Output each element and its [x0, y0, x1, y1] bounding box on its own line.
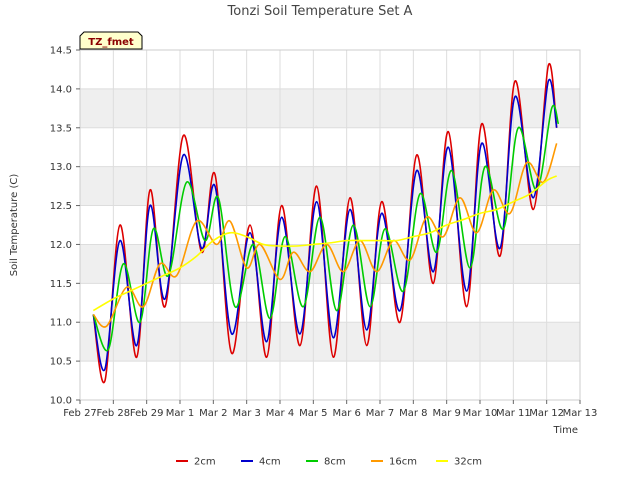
x-axis-ticks: Feb 27 Feb 28 Feb 29 Mar 1 Mar 2 Mar 3 Mar 4 Ma…	[63, 400, 597, 419]
x-tick-label: Mar 9	[432, 408, 460, 419]
legend-label-8cm: 8cm	[324, 457, 346, 468]
y-tick-label: 14.5	[50, 46, 72, 57]
chart-title: Tonzi Soil Temperature Set A	[227, 4, 413, 19]
x-tick-label: Mar 4	[266, 408, 294, 419]
series-line-16cm	[92, 143, 558, 328]
y-tick-label: 12.0	[50, 240, 72, 251]
legend-label-16cm: 16cm	[389, 457, 417, 468]
x-tick-label: Feb 27	[63, 408, 97, 419]
series-lines	[92, 62, 560, 384]
y-tick-label: 13.0	[50, 162, 72, 173]
station-tag: TZ_fmet	[79, 31, 143, 50]
y-tick-label: 13.5	[50, 123, 72, 134]
station-tag-box	[79, 31, 143, 50]
series-line-32cm	[92, 175, 558, 312]
y-tick-label: 11.0	[50, 318, 72, 329]
x-tick-label: Mar 8	[399, 408, 427, 419]
x-tick-label: Mar 12	[529, 408, 564, 419]
y-axis-ticks: 10.0 10.5 11.0 11.5 12.0 12.5 13.0 13.5 14.0 14.5	[50, 46, 80, 407]
plot-area-border	[79, 49, 581, 401]
legend: 2cm 4cm 8cm 16cm 32cm	[176, 457, 482, 468]
x-tick-label: Feb 28	[97, 408, 131, 419]
legend-label-32cm: 32cm	[454, 457, 482, 468]
station-tag-label: TZ_fmet	[88, 37, 134, 48]
y-tick-label: 12.5	[50, 201, 72, 212]
x-tick-label: Mar 6	[332, 408, 360, 419]
x-tick-label: Mar 2	[199, 408, 227, 419]
y-tick-label: 10.0	[50, 396, 72, 407]
series-line-8cm	[92, 104, 560, 352]
legend-label-4cm: 4cm	[259, 457, 281, 468]
x-tick-label: Mar 7	[366, 408, 394, 419]
x-tick-label: Mar 5	[299, 408, 327, 419]
legend-label-2cm: 2cm	[194, 457, 216, 468]
background-band	[80, 88, 580, 128]
y-tick-label: 11.5	[50, 279, 72, 290]
x-axis-label: Time	[553, 425, 578, 436]
x-tick-label: Mar 3	[232, 408, 260, 419]
background-bands	[80, 88, 580, 362]
y-tick-label: 10.5	[50, 357, 72, 368]
x-tick-label: Feb 29	[130, 408, 164, 419]
background-band	[80, 166, 580, 206]
series-line-4cm	[92, 78, 558, 372]
y-tick-label: 14.0	[50, 84, 72, 95]
x-tick-label: Mar 1	[166, 408, 194, 419]
y-axis-label: Soil Temperature (C)	[9, 174, 20, 277]
x-tick-label: Mar 13	[563, 408, 598, 419]
x-tick-label: Mar 10	[463, 408, 498, 419]
x-tick-label: Mar 11	[496, 408, 531, 419]
